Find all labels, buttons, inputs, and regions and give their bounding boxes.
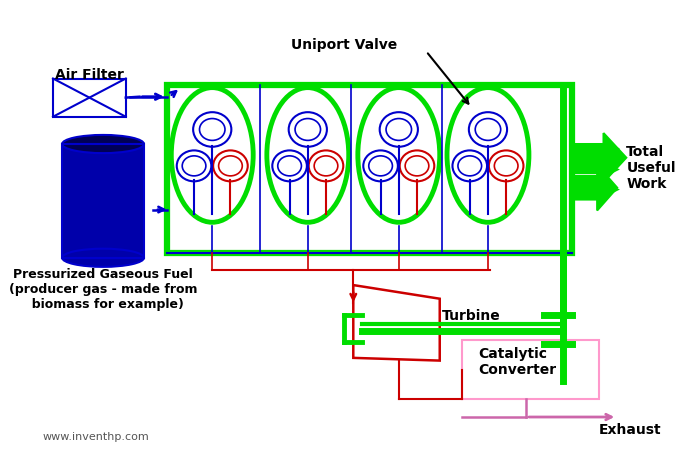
Ellipse shape — [400, 151, 435, 182]
Text: www.inventhp.com: www.inventhp.com — [42, 431, 149, 441]
Ellipse shape — [469, 113, 507, 147]
Polygon shape — [572, 134, 626, 183]
Ellipse shape — [289, 113, 327, 147]
Bar — [167, 86, 572, 254]
Bar — [53, 79, 126, 118]
Polygon shape — [572, 166, 617, 211]
Text: Uniport Valve: Uniport Valve — [291, 38, 397, 51]
Ellipse shape — [405, 157, 428, 177]
Ellipse shape — [62, 249, 144, 267]
Bar — [462, 340, 599, 399]
FancyArrow shape — [570, 141, 620, 157]
Ellipse shape — [494, 157, 518, 177]
FancyArrow shape — [570, 182, 620, 198]
Ellipse shape — [369, 157, 393, 177]
Ellipse shape — [363, 151, 398, 182]
Ellipse shape — [386, 119, 412, 141]
Ellipse shape — [308, 151, 343, 182]
Ellipse shape — [380, 113, 418, 147]
Ellipse shape — [295, 119, 321, 141]
Ellipse shape — [452, 151, 487, 182]
Ellipse shape — [199, 119, 225, 141]
Ellipse shape — [213, 151, 247, 182]
Text: Pressurized Gaseous Fuel
(producer gas - made from
  biomass for example): Pressurized Gaseous Fuel (producer gas -… — [9, 267, 197, 310]
Text: Total
Useful
Work: Total Useful Work — [626, 145, 676, 191]
Ellipse shape — [458, 157, 481, 177]
Text: Exhaust: Exhaust — [599, 422, 662, 436]
Ellipse shape — [218, 157, 242, 177]
Ellipse shape — [273, 151, 307, 182]
Bar — [62, 145, 144, 258]
Text: Turbine: Turbine — [441, 308, 500, 322]
Polygon shape — [353, 285, 440, 361]
Ellipse shape — [193, 113, 231, 147]
Ellipse shape — [278, 157, 302, 177]
Text: Air Filter: Air Filter — [55, 67, 123, 82]
Ellipse shape — [62, 135, 144, 154]
Ellipse shape — [177, 151, 212, 182]
Ellipse shape — [182, 157, 206, 177]
FancyArrow shape — [570, 162, 620, 178]
Text: Catalytic
Converter: Catalytic Converter — [478, 346, 556, 376]
Bar — [62, 145, 144, 258]
Ellipse shape — [314, 157, 338, 177]
Ellipse shape — [489, 151, 523, 182]
Ellipse shape — [475, 119, 500, 141]
